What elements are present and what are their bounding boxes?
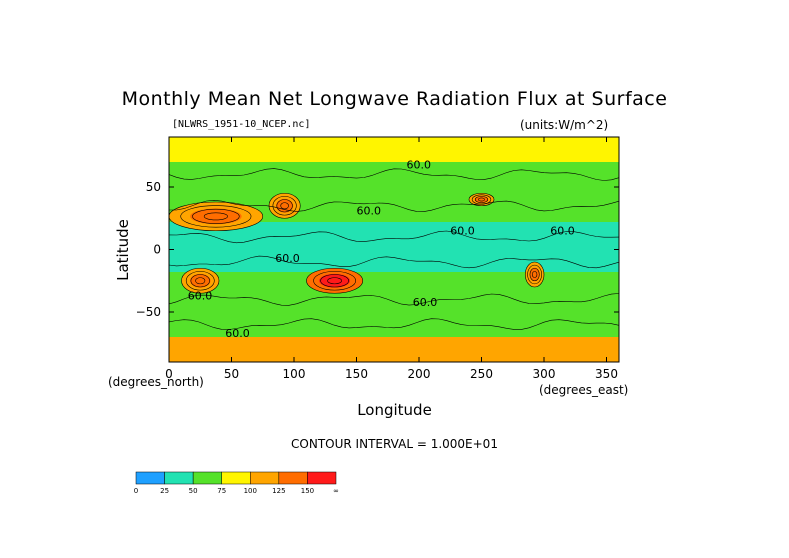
contour-line bbox=[306, 267, 364, 294]
region-tropical-band bbox=[169, 222, 619, 272]
contour-label: 60.0 bbox=[450, 225, 475, 238]
colorbar-tick-label: 75 bbox=[217, 487, 226, 495]
contour-label: 60.0 bbox=[275, 252, 300, 265]
contour-line bbox=[185, 271, 215, 291]
contour-line bbox=[169, 255, 619, 269]
contour-interval: CONTOUR INTERVAL = 1.000E+01 bbox=[291, 437, 498, 451]
contour-label: 60.0 bbox=[413, 296, 438, 309]
contour-line bbox=[190, 274, 210, 288]
colorbar-swatch bbox=[135, 471, 165, 485]
contour-line bbox=[169, 230, 619, 244]
x-units-label: (degrees_north) bbox=[108, 375, 204, 389]
contour-line bbox=[468, 192, 495, 207]
colorbar-swatch bbox=[307, 471, 337, 485]
region-antarctica bbox=[169, 337, 619, 362]
region-core-central-asia bbox=[276, 198, 294, 213]
contour-label: 60.0 bbox=[407, 158, 432, 171]
contour-line bbox=[478, 197, 485, 202]
y-tick-label: 50 bbox=[146, 180, 161, 194]
x-units-label-east: (degrees_east) bbox=[539, 383, 629, 397]
contour-line bbox=[320, 274, 349, 288]
colorbar-tick-label: 0 bbox=[134, 487, 138, 495]
x-tick-label: 100 bbox=[283, 367, 306, 381]
region-core-andes bbox=[529, 267, 540, 282]
region-core-southern-africa bbox=[189, 273, 211, 288]
contour-line bbox=[195, 277, 206, 285]
colorbar-tick-label: ∞ bbox=[333, 487, 339, 495]
contour-line bbox=[327, 277, 342, 285]
contour-line bbox=[169, 199, 619, 212]
contour-line bbox=[531, 271, 538, 278]
contour-line bbox=[268, 192, 301, 219]
dataset-filename: [NLWRS_1951-10_NCEP.nc] bbox=[172, 119, 311, 130]
contour-line bbox=[272, 196, 297, 216]
chart-title: Monthly Mean Net Longwave Radiation Flux… bbox=[121, 88, 668, 110]
contour-line bbox=[169, 168, 619, 181]
contour-line bbox=[474, 196, 489, 203]
contour-line bbox=[276, 199, 293, 213]
contour-line bbox=[529, 267, 540, 282]
region-arctic bbox=[169, 137, 619, 162]
contour-line bbox=[181, 267, 220, 294]
contour-label: 60.0 bbox=[188, 290, 213, 303]
colorbar-swatch bbox=[250, 471, 280, 485]
contour-line bbox=[280, 202, 289, 210]
x-tick-label: 300 bbox=[533, 367, 556, 381]
contour-line bbox=[527, 264, 542, 285]
colorbar-swatch bbox=[278, 471, 308, 485]
contour-line bbox=[313, 271, 357, 291]
x-tick-label: 50 bbox=[224, 367, 239, 381]
contour-line bbox=[169, 201, 264, 232]
y-tick-label: 0 bbox=[153, 243, 161, 257]
contour-label: 60.0 bbox=[550, 225, 575, 238]
colorbar-tick-label: 100 bbox=[244, 487, 257, 495]
contour-label: 60.0 bbox=[225, 327, 250, 340]
contour-line bbox=[192, 208, 240, 224]
contour-line bbox=[180, 205, 252, 228]
region-core-australia bbox=[319, 273, 351, 288]
colorbar-tick-label: 25 bbox=[160, 487, 169, 495]
x-tick-label: 200 bbox=[408, 367, 431, 381]
contour-line bbox=[169, 293, 619, 306]
colorbar-tick-label: 125 bbox=[272, 487, 285, 495]
colorbar-swatch bbox=[221, 471, 251, 485]
units-label: (units:W/m^2) bbox=[520, 118, 609, 132]
x-tick-label: 0 bbox=[165, 367, 173, 381]
x-tick-label: 350 bbox=[595, 367, 618, 381]
colorbar-tick-label: 150 bbox=[301, 487, 314, 495]
contour-line bbox=[169, 318, 619, 330]
x-axis-label: Longitude bbox=[357, 401, 432, 419]
x-tick-label: 150 bbox=[345, 367, 368, 381]
colorbar-swatch bbox=[192, 471, 222, 485]
region-core-north-africa-arabia bbox=[190, 208, 242, 225]
colorbar-tick-label: 50 bbox=[189, 487, 198, 495]
y-tick-label: −50 bbox=[136, 305, 161, 319]
x-tick-label: 250 bbox=[470, 367, 493, 381]
contour-line bbox=[203, 212, 228, 221]
contour-line bbox=[524, 261, 545, 288]
region-core-north-america-west bbox=[474, 196, 489, 203]
colorbar-swatch bbox=[164, 471, 194, 485]
contour-label: 60.0 bbox=[357, 205, 382, 218]
